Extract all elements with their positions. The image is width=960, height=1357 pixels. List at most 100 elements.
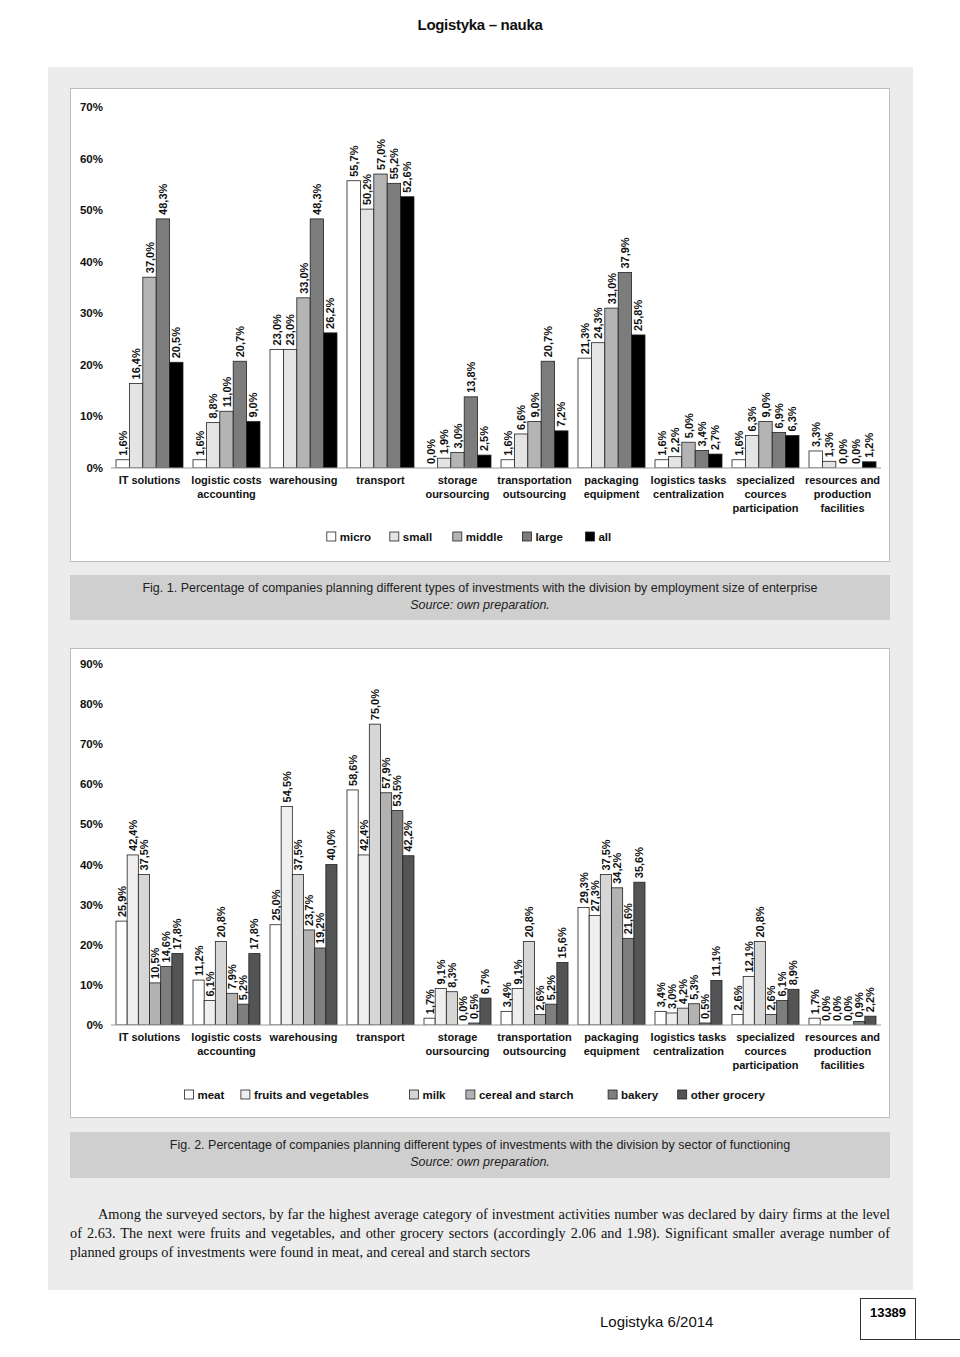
- y-tick-label: 70%: [80, 101, 103, 113]
- x-tick-line: participation: [732, 502, 798, 514]
- data-label: 19,2%: [314, 913, 326, 944]
- data-label: 55,2%: [388, 148, 400, 179]
- data-label: 53,5%: [391, 775, 403, 806]
- bar: [150, 983, 161, 1025]
- x-tick-line: IT solutions: [119, 1031, 181, 1043]
- bar: [161, 966, 172, 1025]
- x-tick-label: transportationoutsourcing: [497, 1031, 572, 1057]
- data-label: 15,6%: [556, 927, 568, 958]
- data-label: 3,4%: [696, 421, 708, 446]
- data-label: 35,6%: [633, 847, 645, 878]
- data-label: 5,2%: [237, 975, 249, 1000]
- data-label: 0,0%: [850, 439, 862, 464]
- data-label: 42,4%: [358, 820, 370, 851]
- bar: [129, 383, 142, 468]
- data-label: 6,1%: [204, 971, 216, 996]
- data-label: 9,0%: [529, 392, 541, 417]
- x-tick-label: logistics taskscentralization: [651, 474, 727, 500]
- data-label: 9,0%: [247, 392, 259, 417]
- x-tick-label: logistics taskscentralization: [651, 1031, 727, 1057]
- bar: [206, 423, 219, 468]
- bar: [138, 875, 149, 1025]
- bar: [655, 1011, 666, 1025]
- y-tick-label: 30%: [80, 899, 103, 911]
- footer-issue: Logistyka 6/2014: [600, 1313, 713, 1330]
- x-tick-label: transportationoutsourcing: [497, 474, 572, 500]
- data-label: 50,2%: [361, 174, 373, 205]
- x-tick-line: warehousing: [269, 474, 338, 486]
- bar: [809, 451, 822, 468]
- data-label: 9,0%: [760, 392, 772, 417]
- data-label: 20,8%: [215, 906, 227, 937]
- bar: [745, 436, 758, 468]
- data-label: 25,0%: [270, 889, 282, 920]
- x-tick-line: warehousing: [269, 1031, 338, 1043]
- bar: [480, 998, 491, 1025]
- legend-label: middle: [466, 531, 503, 543]
- bar: [247, 422, 260, 468]
- y-tick-label: 50%: [80, 204, 103, 216]
- x-tick-label: transport: [356, 474, 405, 486]
- legend-swatch: [241, 1090, 250, 1099]
- bar: [478, 455, 491, 468]
- legend-swatch: [327, 532, 336, 541]
- x-tick-line: storage: [438, 474, 478, 486]
- x-tick-label: specializedcourcesparticipation: [732, 474, 798, 514]
- data-label: 2,2%: [864, 987, 876, 1012]
- figure-caption: Fig. 1. Percentage of companies planning…: [70, 581, 890, 595]
- bar: [711, 980, 722, 1025]
- x-tick-line: outsourcing: [503, 488, 567, 500]
- data-label: 2,2%: [669, 427, 681, 452]
- data-label: 20,7%: [542, 326, 554, 357]
- bar: [292, 875, 303, 1025]
- x-tick-line: production: [814, 488, 872, 500]
- x-tick-line: packaging: [584, 1031, 638, 1043]
- bar: [535, 1015, 546, 1025]
- y-tick-label: 40%: [80, 256, 103, 268]
- figure-source: Source: own preparation.: [70, 598, 890, 612]
- x-tick-line: centralization: [653, 488, 724, 500]
- bar: [618, 273, 631, 468]
- bar: [634, 882, 645, 1025]
- legend-label: meat: [198, 1089, 225, 1101]
- data-label: 25,8%: [632, 300, 644, 331]
- bar: [170, 362, 183, 468]
- bar: [403, 856, 414, 1025]
- bar: [695, 450, 708, 468]
- bar: [501, 460, 514, 468]
- chart-svg: 0%10%20%30%40%50%60%70%80%90%25,9%42,4%3…: [71, 649, 889, 1117]
- chart-svg: 0%10%20%30%40%50%60%70%1,6%16,4%37,0%48,…: [71, 89, 889, 561]
- data-label: 58,6%: [347, 755, 359, 786]
- bar: [387, 183, 400, 468]
- data-label: 1,6%: [656, 430, 668, 455]
- data-label: 2,6%: [732, 985, 744, 1010]
- data-label: 37,5%: [138, 839, 150, 870]
- bar: [238, 1004, 249, 1025]
- bar: [193, 460, 206, 468]
- x-tick-label: specializedcourcesparticipation: [732, 1031, 798, 1071]
- data-label: 31,0%: [606, 273, 618, 304]
- bar: [281, 806, 292, 1025]
- bar: [546, 1004, 557, 1025]
- x-tick-line: centralization: [653, 1045, 724, 1057]
- bar: [297, 298, 310, 468]
- bar: [777, 1001, 788, 1025]
- data-label: 2,5%: [478, 426, 490, 451]
- bar: [424, 1018, 435, 1025]
- bar: [555, 431, 568, 468]
- bar: [772, 432, 785, 468]
- data-label: 8,8%: [207, 393, 219, 418]
- bar: [215, 942, 226, 1025]
- x-tick-label: IT solutions: [119, 1031, 181, 1043]
- bar: [369, 724, 380, 1025]
- x-tick-line: transportation: [497, 1031, 572, 1043]
- data-label: 1,2%: [863, 433, 875, 458]
- data-label: 0,0%: [837, 439, 849, 464]
- data-label: 42,2%: [402, 820, 414, 851]
- data-label: 48,3%: [157, 184, 169, 215]
- legend-label: micro: [340, 531, 371, 543]
- bar: [347, 790, 358, 1025]
- bar: [381, 793, 392, 1025]
- data-label: 48,3%: [311, 184, 323, 215]
- data-label: 6,3%: [786, 406, 798, 431]
